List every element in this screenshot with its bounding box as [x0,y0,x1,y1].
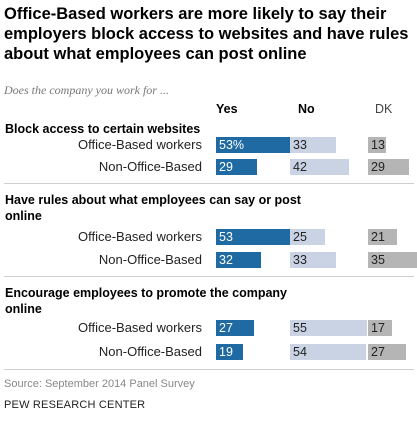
section-title: Have rules about what employees can say … [5,193,301,223]
bar-yes [216,320,254,336]
value-label-dk: 17 [371,321,385,335]
bar-dk [368,252,417,268]
value-label-no: 55 [293,321,307,335]
value-label-yes: 27 [219,321,233,335]
organization-credit: PEW RESEARCH CENTER [4,399,146,411]
row-label: Office-Based workers [77,229,202,244]
row-label: Non-Office-Based [98,159,202,174]
bar-yes [216,229,290,245]
bar-dk [368,229,397,245]
column-header-no: No [298,102,315,116]
row-label: Non-Office-Based [98,344,202,359]
value-label-no: 42 [293,160,307,174]
bar-dk [368,137,386,153]
value-label-yes: 53 [219,230,233,244]
value-label-no: 33 [293,253,307,267]
value-label-dk: 35 [371,253,385,267]
section-divider [4,276,414,277]
chart-title: Office-Based workers are more likely to … [4,5,409,63]
bar-no [290,137,336,153]
value-label-dk: 27 [371,345,385,359]
section-title: Encourage employees to promote the compa… [5,286,288,316]
row-label: Non-Office-Based [98,252,202,267]
value-label-yes: 19 [219,345,233,359]
bar-no [290,252,336,268]
bar-dk [368,159,409,175]
bar-no [290,229,325,245]
value-label-dk: 21 [371,230,385,244]
bar-yes [216,344,243,360]
bar-yes [216,159,257,175]
value-label-no: 33 [293,138,307,152]
bar-dk [368,320,392,336]
bar-dk [368,344,406,360]
column-header-yes: Yes [216,102,238,116]
row-label: Office-Based workers [77,320,202,335]
column-header-dk: DK [375,102,393,116]
value-label-dk: 29 [371,160,385,174]
bar-yes [216,252,261,268]
source-note: Source: September 2014 Panel Survey [4,378,195,390]
bar-no [290,320,367,336]
value-label-no: 54 [293,345,307,359]
bar-no [290,344,366,360]
value-label-no: 25 [293,230,307,244]
section-title: Block access to certain websites [5,122,201,136]
value-label-dk: 13 [371,138,385,152]
value-label-yes: 53% [219,138,245,152]
section-divider [4,369,414,370]
bar-no [290,159,349,175]
row-label: Office-Based workers [77,137,202,152]
bar-yes [216,137,290,153]
value-label-yes: 32 [219,253,233,267]
chart-subtitle: Does the company you work for ... [4,83,169,97]
value-label-yes: 29 [219,160,233,174]
section-divider [4,183,414,184]
